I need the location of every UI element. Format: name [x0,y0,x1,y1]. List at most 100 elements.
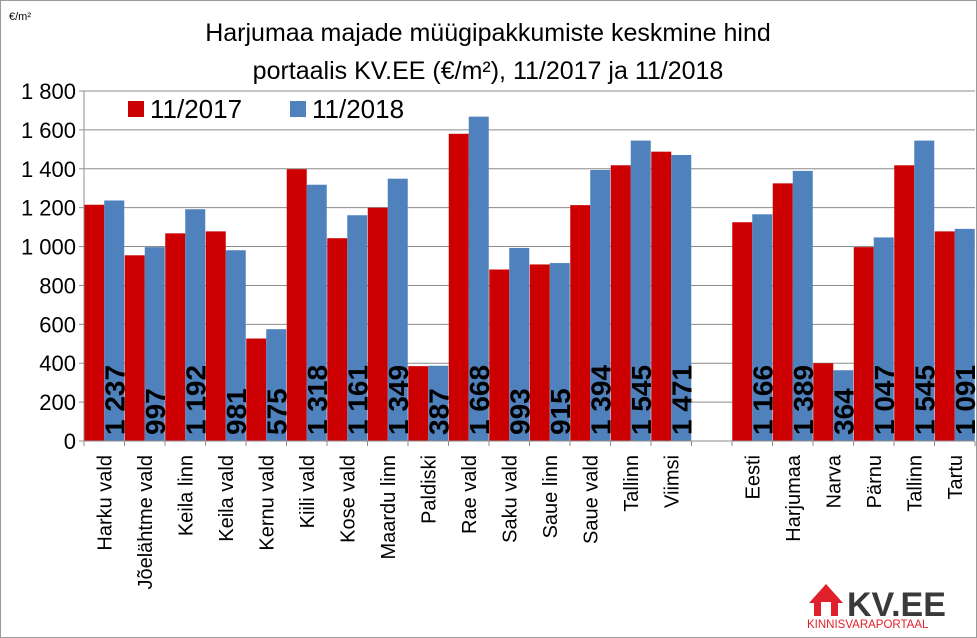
bar-11-2018 [549,263,570,441]
data-label: 387 [423,388,454,435]
bar-11-2018 [752,214,773,441]
x-tick-label: Maardu linn [378,455,400,560]
bar-11-2017 [853,247,874,441]
bar-11-2017 [570,205,591,441]
bar-11-2017 [651,151,672,441]
data-label: 1 389 [788,365,819,435]
y-tick-label: 600 [39,312,76,337]
x-tick-label: Paldiski [418,455,440,524]
logo-text: KV.EE [847,586,946,624]
chart-title-line-1: Harjumaa majade müügipakkumiste keskmine… [205,19,771,47]
data-label: 1 237 [99,365,130,435]
data-label: 1 161 [342,365,373,435]
data-label: 1 349 [383,365,414,435]
data-label: 1 394 [585,365,616,435]
kv-ee-logo: KV.EE KINNISVARAPORTAAL [807,584,946,630]
bar-11-2018 [428,365,449,441]
bar-11-2018 [590,169,611,441]
data-label: 364 [828,388,859,435]
bar-11-2017 [772,183,793,441]
data-label: 1 166 [747,365,778,435]
data-label: 1 091 [950,365,977,435]
bar-11-2017 [610,165,631,441]
bar-11-2017 [813,363,834,441]
y-tick-label: 0 [64,429,76,454]
x-tick-label: Saku vald [499,455,521,543]
data-label: 575 [261,388,292,435]
x-tick-label: Narva [823,454,845,508]
data-label: 915 [545,388,576,435]
data-label: 997 [140,388,171,435]
legend: 11/2017 11/2018 [128,94,404,124]
x-tick-label: Kernu vald [256,455,278,551]
bar-11-2017 [448,133,469,441]
bar-11-2018 [833,370,854,441]
house-icon [809,584,843,616]
bar-11-2018 [914,140,935,442]
y-tick-label: 800 [39,273,76,298]
x-tick-label: Saue vald [580,455,602,544]
bar-11-2017 [124,255,145,441]
bar-11-2018 [630,140,651,442]
logo-subtext: KINNISVARAPORTAAL [807,619,929,630]
x-tick-label: Tallinn [904,455,926,512]
bars [84,116,975,442]
y-tick-label: 200 [39,390,76,415]
x-tick-label: Rae vald [459,455,481,534]
data-label: 1 318 [302,365,333,435]
axes [79,90,976,446]
x-tick-label: Pärnu [864,455,886,508]
bar-11-2017 [367,207,388,441]
y-tick-labels: 0 200 400 600 800 1 000 1 200 1 400 1 600 1 800 [21,79,76,454]
data-label: 1 545 [626,365,657,435]
bar-11-2018 [306,184,327,441]
bar-11-2017 [408,366,429,441]
x-tick-label: Kose vald [337,455,359,543]
bar-11-2018 [954,228,975,441]
x-tick-label: Kiili vald [297,455,319,528]
bar-11-2018 [185,209,206,441]
y-tick-label: 1 200 [21,196,76,221]
x-tick-label: Tallinn [621,455,643,512]
x-tick-label: Keila vald [216,455,238,542]
bar-11-2018 [792,170,813,441]
x-tick-labels: Harku vald Jõelähtme vald Keila linn Keila … [94,454,967,589]
bar-11-2018 [347,215,368,441]
legend-label-2017: 11/2017 [150,94,242,124]
bar-11-2018 [671,154,692,441]
bar-11-2018 [225,250,246,441]
bar-11-2018 [387,178,408,441]
bar-11-2017 [529,264,550,441]
x-tick-label: Tartu [945,455,967,499]
bar-11-2017 [934,231,955,441]
unit-label: €/m² [9,11,31,23]
bar-11-2017 [732,222,753,441]
x-tick-label: Harjumaa [783,454,805,542]
bar-11-2017 [246,338,267,441]
x-tick-label: Eesti [742,455,764,499]
legend-swatch-2018 [290,101,306,117]
x-tick-label: Jõelähtme vald [135,455,157,590]
bar-11-2017 [286,169,307,441]
bar-11-2018 [509,247,530,441]
legend-swatch-2017 [128,101,144,117]
y-tick-label: 400 [39,351,76,376]
bar-11-2017 [489,269,510,441]
x-tick-label: Keila linn [175,455,197,536]
bar-11-2017 [894,165,915,441]
chart-title-line-2: portaalis KV.EE (€/m²), 11/2017 ja 11/20… [253,57,724,85]
bar-11-2018 [104,200,125,441]
data-labels: 1 237 997 1 192 981 575 1 318 1 161 1 349 387 1 6… [99,365,977,435]
data-label: 1 192 [180,365,211,435]
bar-11-2018 [873,237,894,441]
data-label: 1 668 [464,365,495,435]
x-tick-label: Harku vald [94,455,116,551]
bar-11-2018 [468,116,489,442]
data-label: 993 [504,388,535,435]
bar-11-2017 [327,238,348,441]
x-tick-label: Saue linn [540,455,562,538]
data-label: 1 047 [869,365,900,435]
legend-label-2018: 11/2018 [312,94,404,124]
data-label: 1 471 [666,365,697,435]
